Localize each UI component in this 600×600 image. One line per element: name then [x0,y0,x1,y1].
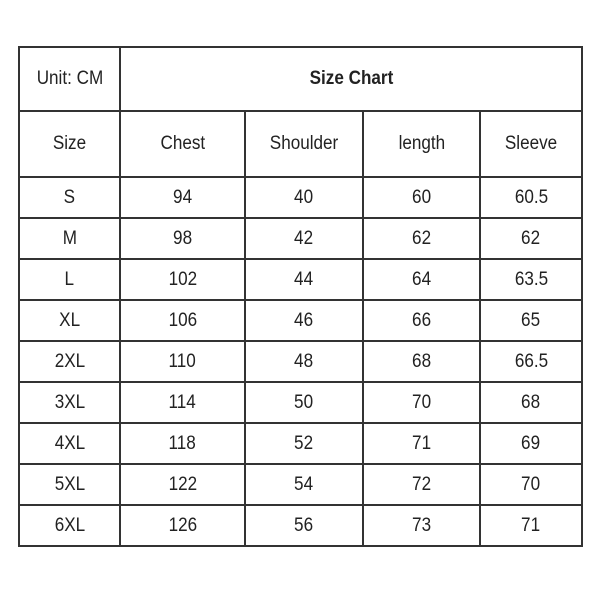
table-cell: S [18,176,121,219]
column-header: length [362,110,481,178]
table-row: 6XL 126 56 73 71 [18,504,584,547]
table-cell: 118 [119,422,246,465]
table-row: M 98 42 62 62 [18,217,584,260]
table-row: 3XL 114 50 70 68 [18,381,584,424]
table-row: L 102 44 64 63.5 [18,258,584,301]
table-cell: 48 [244,340,364,383]
table-cell: 66.5 [478,340,584,383]
table-cell: 114 [119,381,246,424]
column-header: Size [18,110,121,178]
table-cell: 65 [478,299,584,342]
column-header: Shoulder [244,110,364,178]
table-cell: 98 [119,217,246,260]
table-cell: 2XL [18,340,121,383]
table-cell: 66 [362,299,481,342]
table-cell: 3XL [18,381,121,424]
table-cell: 64 [362,258,481,301]
table-row: 5XL 122 54 72 70 [18,463,584,506]
table-cell: L [18,258,121,301]
table-cell: 126 [119,504,246,547]
table-cell: 62 [478,217,584,260]
table-cell: 68 [362,340,481,383]
table-cell: 63.5 [478,258,584,301]
title-row: Unit: CM Size Chart [18,46,584,112]
table-cell: 62 [362,217,481,260]
table-cell: 94 [119,176,246,219]
table-cell: 70 [478,463,584,506]
table-cell: 52 [244,422,364,465]
table-cell: 70 [362,381,481,424]
header-row: Size Chest Shoulder length Sleeve [18,110,584,178]
table-cell: 102 [119,258,246,301]
table-cell: 71 [478,504,584,547]
table-cell: 60 [362,176,481,219]
column-header: Chest [119,110,246,178]
table-cell: 6XL [18,504,121,547]
table-row: S 94 40 60 60.5 [18,176,584,219]
table-cell: 5XL [18,463,121,506]
table-cell: 42 [244,217,364,260]
table-row: 2XL 110 48 68 66.5 [18,340,584,383]
table-row: 4XL 118 52 71 69 [18,422,584,465]
table-cell: 50 [244,381,364,424]
table-cell: 46 [244,299,364,342]
table-cell: 56 [244,504,364,547]
table-title: Size Chart [118,46,584,112]
table-cell: 69 [478,422,584,465]
table-cell: 60.5 [478,176,584,219]
table-cell: 54 [244,463,364,506]
table-cell: 110 [119,340,246,383]
table-cell: 72 [362,463,481,506]
unit-label: Unit: CM [18,46,121,112]
table-cell: 4XL [18,422,121,465]
table-row: XL 106 46 66 65 [18,299,584,342]
size-chart-table: Unit: CM Size Chart Size Chest Shoulder … [18,46,584,547]
table-cell: 122 [119,463,246,506]
table-cell: 40 [244,176,364,219]
table-cell: 71 [362,422,481,465]
table-cell: M [18,217,121,260]
table-cell: 68 [478,381,584,424]
column-header: Sleeve [478,110,584,178]
table-cell: 73 [362,504,481,547]
table-cell: 106 [119,299,246,342]
table-cell: XL [18,299,121,342]
table-cell: 44 [244,258,364,301]
